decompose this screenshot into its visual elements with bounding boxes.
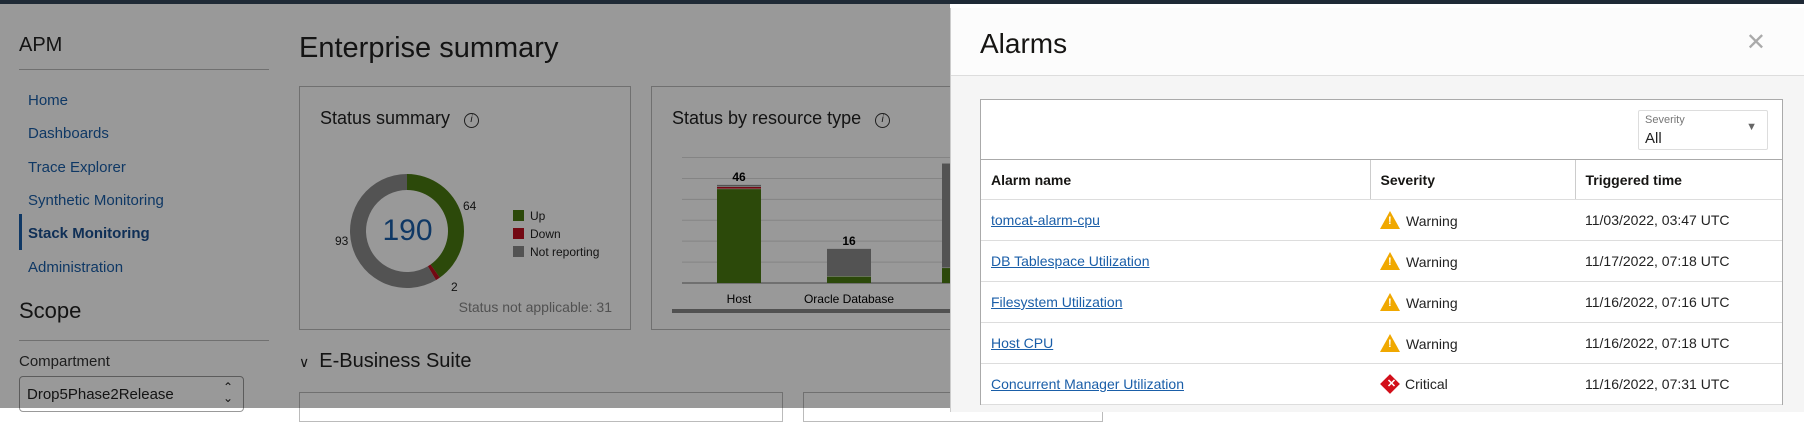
triggered-time-cell: 11/03/2022, 03:47 UTC [1575, 199, 1782, 241]
sidebar-item-stack-monitoring[interactable]: Stack Monitoring [28, 225, 150, 242]
warning-icon: ! [1380, 293, 1400, 311]
warning-icon: ! [1380, 334, 1400, 352]
sidebar-item-trace-explorer[interactable]: Trace Explorer [28, 159, 126, 176]
donut-chart [350, 174, 464, 288]
table-row: Filesystem Utilization! Warning 11/16/2022… [981, 281, 1782, 323]
page-title: Enterprise summary [299, 32, 559, 64]
severity-cell: ! Warning [1370, 240, 1575, 282]
card-title: Status summary [320, 108, 451, 128]
sidebar-item-administration[interactable]: Administration [28, 259, 124, 276]
legend-up: Up [513, 209, 545, 223]
triggered-time-cell: 11/17/2022, 07:18 UTC [1575, 240, 1782, 282]
chevron-down-icon: ∨ [299, 354, 310, 370]
legend-down: Down [513, 227, 561, 241]
sidebar-item-synthetic-monitoring[interactable]: Synthetic Monitoring [28, 192, 164, 209]
severity-filter-label: Severity [1645, 114, 1685, 126]
section-e-business-suite[interactable]: ∨ E-Business Suite [299, 350, 472, 373]
sidebar-item-home[interactable]: Home [28, 92, 69, 109]
triggered-time-cell: 11/16/2022, 07:16 UTC [1575, 281, 1782, 323]
caret-down-icon: ▼ [1746, 121, 1757, 133]
alarm-link[interactable]: DB Tablespace Utilization [991, 253, 1150, 269]
bar-segment-up[interactable] [717, 189, 761, 283]
legend-not-reporting: Not reporting [513, 245, 599, 259]
scope-heading: Scope [19, 298, 82, 323]
column-header-alarm-name[interactable]: Alarm name [981, 159, 1370, 200]
bar-segment-up[interactable] [827, 276, 871, 283]
close-icon[interactable]: ✕ [1745, 29, 1766, 56]
alarms-table: Alarm name Severity Triggered time tomca… [981, 159, 1782, 405]
alarm-link[interactable]: Filesystem Utilization [991, 294, 1123, 310]
category-label: Oracle Database [804, 292, 894, 306]
alarm-link[interactable]: tomcat-alarm-cpu [991, 212, 1100, 228]
table-row: Host CPU! Warning 11/16/2022, 07:18 UTC [981, 322, 1782, 364]
triggered-time-cell: 11/16/2022, 07:31 UTC [1575, 363, 1782, 405]
chevron-up-down-icon: ⌃ ⌄ [222, 380, 233, 405]
category-label: Host [727, 292, 752, 306]
donut-slice-up[interactable] [407, 174, 464, 278]
donut-slice-down[interactable] [427, 264, 440, 281]
label-not-reporting: 93 [335, 234, 349, 248]
alarms-table-card: Severity All ▼ Alarm name Severity Trigg… [980, 99, 1783, 405]
severity-cell: ! Warning [1370, 199, 1575, 241]
drawer-title: Alarms [980, 28, 1068, 59]
label-down: 2 [451, 280, 458, 294]
bar-total-label: 46 [732, 170, 746, 184]
alarms-drawer: Alarms ✕ Severity All ▼ Alarm name Sever… [950, 8, 1804, 412]
divider [19, 340, 269, 341]
info-icon[interactable]: i [464, 113, 480, 128]
legend-swatch [513, 228, 524, 239]
severity-text: Warning [1406, 254, 1458, 270]
modal-backdrop[interactable] [0, 4, 950, 408]
bar-segment-not-reporting[interactable] [827, 248, 871, 277]
severity-text: Warning [1406, 336, 1458, 352]
severity-filter-value: All [1645, 130, 1662, 147]
donut-total: 190 [382, 214, 433, 247]
app-title: APM [19, 34, 63, 56]
sidebar-item-dashboards[interactable]: Dashboards [28, 125, 109, 142]
severity-text: Warning [1406, 295, 1458, 311]
divider [19, 69, 269, 70]
status-summary-card: Status summary i 190 Up Down Not reportin… [299, 86, 631, 330]
compartment-value: Drop5Phase2Release [27, 386, 174, 403]
alarm-link[interactable]: Host CPU [991, 335, 1054, 351]
bar-segment-not-reporting[interactable] [717, 184, 761, 187]
horizontal-scrollbar[interactable] [672, 309, 1052, 313]
table-row: tomcat-alarm-cpu! Warning 11/03/2022, 03:4… [981, 199, 1782, 241]
card-title: Status by resource type [672, 108, 862, 128]
compartment-label: Compartment [19, 353, 110, 370]
legend-swatch [513, 246, 524, 257]
warning-icon: ! [1380, 252, 1400, 270]
severity-cell: ! Warning [1370, 281, 1575, 323]
critical-icon: ✕ [1380, 374, 1400, 394]
info-icon[interactable]: i [875, 113, 891, 128]
legend-swatch [513, 210, 524, 221]
bar-total-label: 16 [842, 234, 856, 248]
table-row: Concurrent Manager Utilization ✕ Critical 1… [981, 363, 1782, 405]
severity-cell: ✕ Critical [1370, 363, 1575, 405]
column-header-triggered-time[interactable]: Triggered time [1574, 159, 1782, 200]
table-row: DB Tablespace Utilization! Warning 11/17/2… [981, 240, 1782, 282]
column-header-severity[interactable]: Severity [1369, 159, 1575, 200]
triggered-time-cell: 11/16/2022, 07:18 UTC [1575, 322, 1782, 364]
alarm-link[interactable]: Concurrent Manager Utilization [991, 376, 1184, 392]
bar-segment-down[interactable] [717, 187, 761, 189]
severity-filter-select[interactable]: Severity All ▼ [1638, 110, 1768, 150]
severity-text: Critical [1405, 376, 1448, 392]
warning-icon: ! [1380, 211, 1400, 229]
severity-cell: ! Warning [1370, 322, 1575, 364]
donut-slice-not-reporting[interactable] [350, 174, 436, 288]
section-title: E-Business Suite [319, 350, 472, 372]
not-applicable-text: Status not applicable: 31 [458, 299, 612, 315]
label-up: 64 [463, 199, 477, 213]
active-indicator [19, 214, 22, 250]
severity-text: Warning [1406, 213, 1458, 229]
